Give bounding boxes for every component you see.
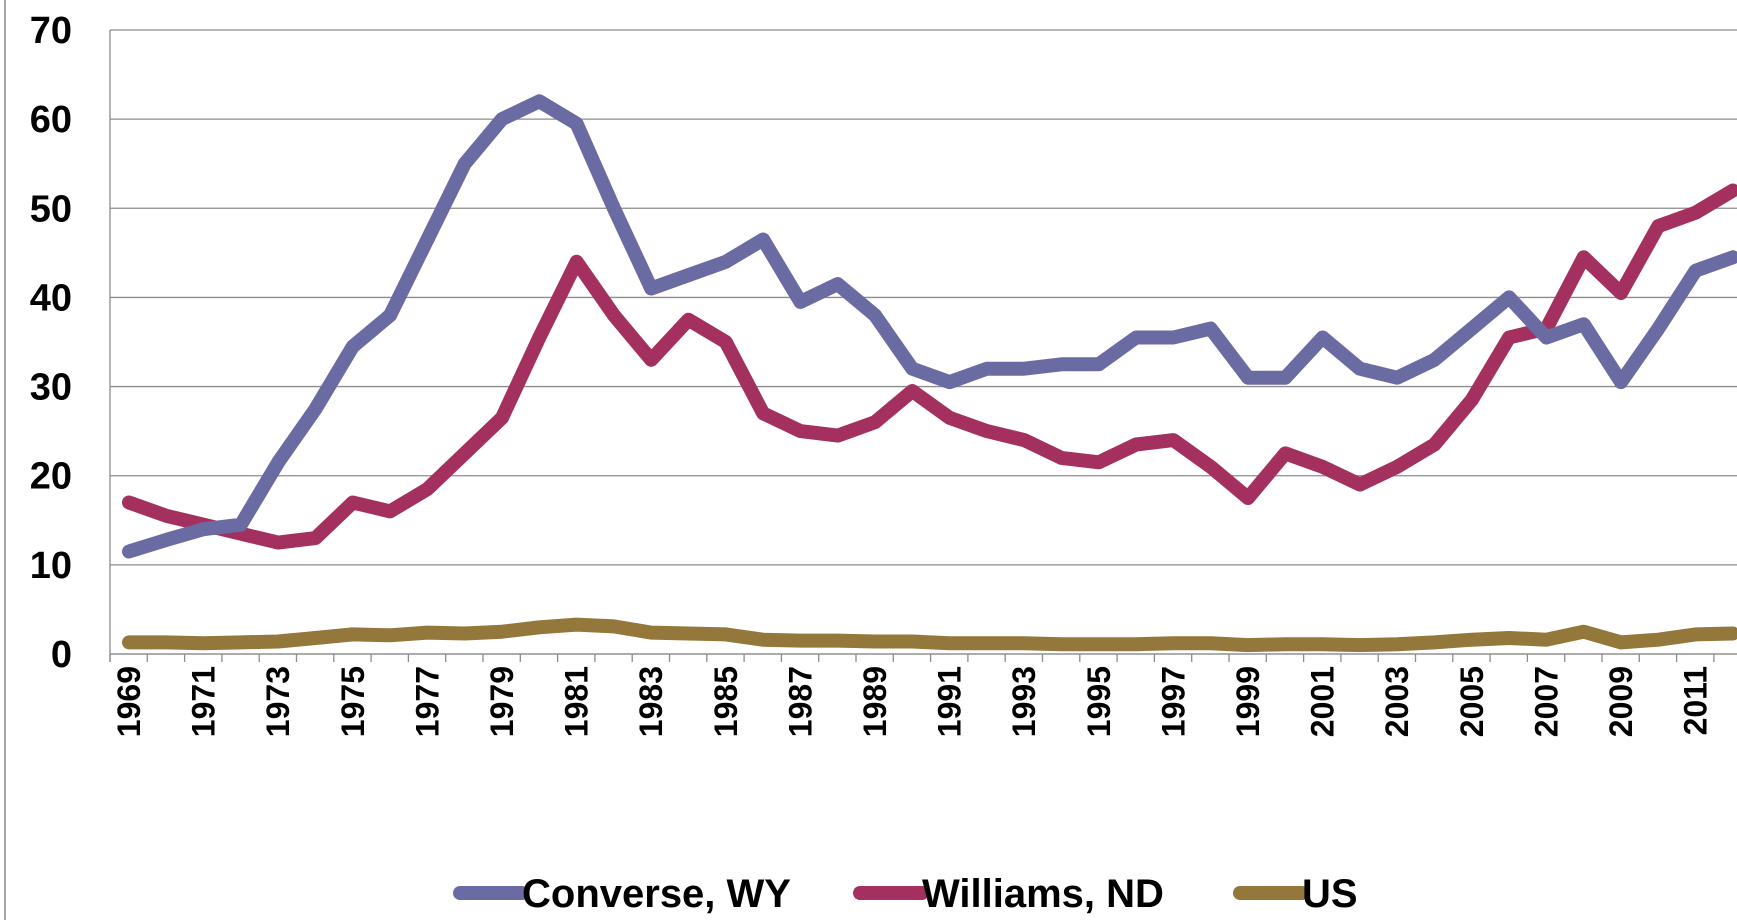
x-tick-label: 1983 (633, 666, 669, 737)
x-tick-label: 2007 (1528, 666, 1564, 737)
x-tick-label: 1993 (1006, 666, 1042, 737)
legend-item: Converse, WY (453, 872, 791, 916)
y-tick-label: 10 (30, 545, 72, 587)
data-line (122, 94, 1737, 559)
x-tick-label: 1969 (111, 666, 147, 737)
legend-item: US (1233, 872, 1358, 916)
x-tick-label: 2009 (1603, 666, 1639, 737)
data-line (122, 183, 1737, 550)
x-tick-label: 2011 (1678, 666, 1714, 735)
y-tick-label: 60 (30, 99, 72, 141)
x-tick-label: 1979 (484, 666, 520, 737)
y-tick-label: 30 (30, 367, 72, 409)
x-tick-label: 1981 (559, 666, 595, 737)
x-tick-label: 1999 (1230, 666, 1266, 737)
data-line (122, 617, 1737, 653)
legend-item: Williams, ND (853, 872, 1164, 916)
x-tick-label: 1987 (782, 666, 818, 737)
x-tick-label: 1977 (409, 666, 445, 737)
legend-label: US (1302, 872, 1358, 916)
x-tick-label: 1995 (1081, 666, 1117, 737)
y-tick-label: 20 (30, 456, 72, 498)
x-tick-label: 1973 (260, 666, 296, 737)
x-tick-label: 2005 (1454, 666, 1490, 737)
y-tick-label: 70 (30, 10, 72, 52)
x-tick-label: 2001 (1305, 666, 1341, 737)
y-tick-label: 0 (51, 634, 72, 676)
x-tick-label: 1991 (932, 666, 968, 737)
x-tick-label: 1971 (186, 666, 222, 737)
x-tick-label: 1997 (1155, 666, 1191, 737)
legend-label: Converse, WY (522, 872, 791, 916)
x-tick-label: 1985 (708, 666, 744, 737)
y-tick-label: 50 (30, 188, 72, 230)
y-tick-label: 40 (30, 277, 72, 319)
x-tick-label: 2003 (1379, 666, 1415, 737)
legend-label: Williams, ND (922, 872, 1164, 916)
x-tick-label: 1975 (335, 666, 371, 737)
x-tick-label: 1989 (857, 666, 893, 737)
